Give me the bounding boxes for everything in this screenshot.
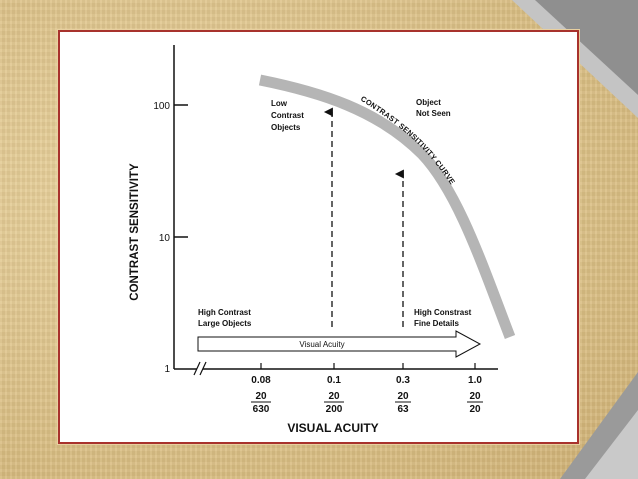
y-tick-label-10: 10 [159,233,171,244]
x-tick-denominator-2: 63 [397,404,409,415]
x-tick-numerator-3: 20 [469,391,481,402]
visual-acuity-arrow-label: Visual Acuity [299,340,344,349]
x-axis-title: VISUAL ACUITY [287,421,378,435]
x-tick-decimal-0: 0.08 [251,375,271,386]
x-tick-denominator-0: 630 [253,404,270,415]
x-tick-denominator-1: 200 [326,404,343,415]
axis-break-mark-2 [199,361,207,376]
x-tick-numerator-0: 20 [255,391,267,402]
diagram-frame: CONTRAST SENSITIVITY 100 10 1 0.08 0.1 0… [58,30,579,444]
x-tick-numerator-1: 20 [328,391,340,402]
y-tick-label-100: 100 [153,101,170,112]
x-tick-denominator-3: 20 [469,404,481,415]
high-contrast-fine-label: High Constrast Fine Details [414,308,474,328]
contrast-sensitivity-curve [258,74,516,339]
high-contrast-large-label: High Contrast Large Objects [198,308,253,328]
x-tick-decimal-2: 0.3 [396,375,410,386]
contrast-sensitivity-diagram: CONTRAST SENSITIVITY 100 10 1 0.08 0.1 0… [129,45,516,435]
x-tick-decimal-3: 1.0 [468,375,482,386]
y-axis-title: CONTRAST SENSITIVITY [129,163,141,301]
low-contrast-label: Low Contrast Objects [271,99,306,132]
y-tick-label-1: 1 [164,364,170,375]
visual-acuity-arrow [197,330,482,358]
object-not-seen-label: Object Not Seen [416,98,451,118]
x-tick-numerator-2: 20 [397,391,409,402]
x-tick-decimal-1: 0.1 [327,375,341,386]
axis-break-mark-1 [193,361,201,376]
